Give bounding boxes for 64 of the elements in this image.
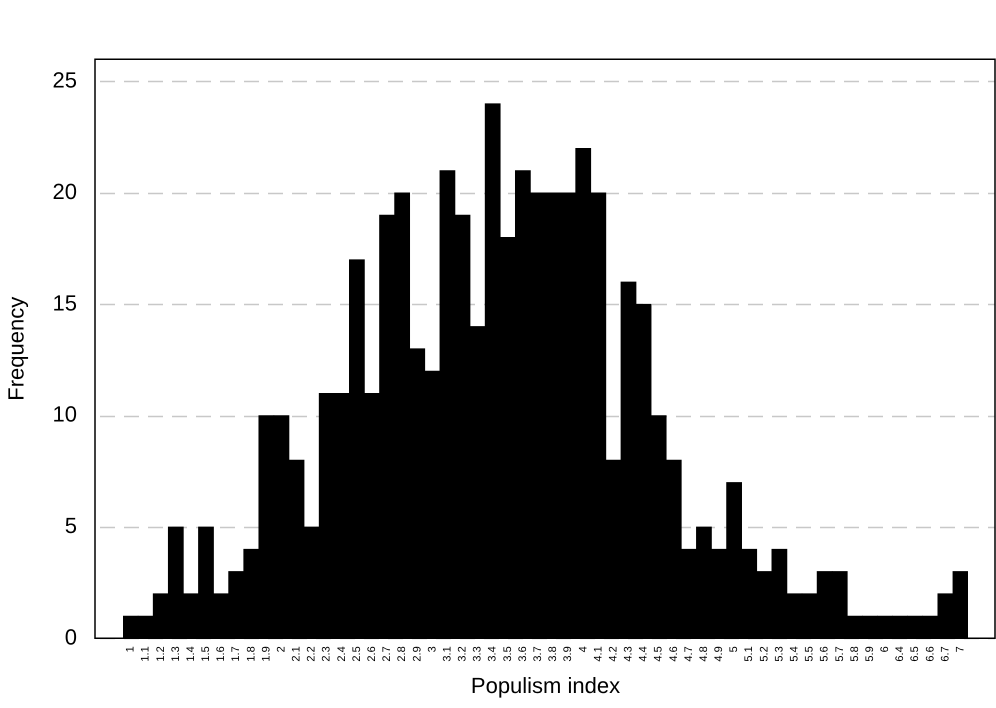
x-tick-label: 2.7 [381,646,394,662]
x-tick-label: 4.9 [713,646,726,662]
x-tick-label: 2.9 [411,646,424,662]
x-tick-label: 5.3 [773,646,786,662]
x-tick-label: 5.2 [758,646,770,662]
x-tick-label: 5.5 [804,646,816,662]
x-tick-label: 4.2 [607,646,620,662]
x-tick-label: 3.8 [547,646,560,662]
x-tick-label: 6.5 [909,646,922,662]
x-tick-label: 2.6 [366,646,378,662]
x-tick-label: 1.7 [230,646,242,662]
x-tick-label: 2.5 [350,646,363,662]
x-tick-label: 1.5 [200,646,212,662]
x-axis-title: Populism index [470,672,620,698]
x-tick-label: 2.2 [306,646,318,662]
x-tick-label: 6 [879,646,892,652]
x-tick-label: 5.9 [864,646,876,662]
y-tick-label: 15 [52,290,77,316]
x-tick-label: 2.8 [396,646,408,662]
y-tick-label: 25 [52,68,77,93]
y-tick-label: 0 [64,624,77,650]
y-tick-label: 20 [52,178,77,204]
x-tick-label: 2.1 [290,646,303,662]
x-tick-label: 3.9 [562,646,574,662]
x-tick-label: 4.1 [592,646,604,662]
x-tick-label: 3 [426,646,438,652]
x-tick-label: 5.4 [788,646,801,662]
y-tick-label: 5 [64,513,77,538]
x-tick-label: 1.6 [215,646,228,662]
x-tick-label: 2.4 [336,646,348,662]
x-tick-label: 5.1 [743,646,756,662]
x-tick-label: 7 [954,646,966,652]
x-tick-label: 1.2 [154,646,167,662]
x-tick-label: 3.1 [441,646,454,662]
x-tick-label: 4.5 [652,646,665,662]
x-tick-label: 4.4 [638,646,650,662]
x-tick-label: 3.6 [516,646,529,662]
x-tick-label: 3.7 [532,646,544,662]
x-tick-label: 5.7 [834,646,846,662]
x-tick-label: 2 [275,646,288,652]
y-tick-label: 10 [52,402,77,427]
x-tick-label: 1.4 [184,646,197,662]
x-tick-label: 3.3 [472,646,484,662]
x-tick-label: 4.7 [682,646,695,662]
x-tick-label: 5.8 [848,646,861,662]
x-tick-label: 4.8 [698,646,710,662]
x-tick-label: 5.6 [818,646,831,662]
x-tick-label: 6.7 [939,646,952,662]
x-tick-label: 6.4 [894,646,906,662]
x-tick-label: 3.5 [502,646,514,662]
x-tick-label: 1.3 [170,646,182,662]
y-axis-title: Frequency [3,296,28,401]
x-tick-label: 4 [577,646,590,652]
x-tick-label: 1.8 [245,646,258,662]
x-tick-label: 2.3 [320,646,333,662]
x-tick-label: 6.6 [924,646,936,662]
x-tick-label: 1 [124,646,137,652]
x-tick-label: 4.3 [622,646,635,662]
x-tick-label: 1.9 [260,646,272,662]
x-tick-label: 3.4 [486,646,499,662]
x-tick-label: 3.2 [456,646,469,662]
x-tick-label: 1.1 [140,646,152,662]
x-tick-label: 4.6 [668,646,680,662]
x-tick-label: 5 [728,646,740,652]
